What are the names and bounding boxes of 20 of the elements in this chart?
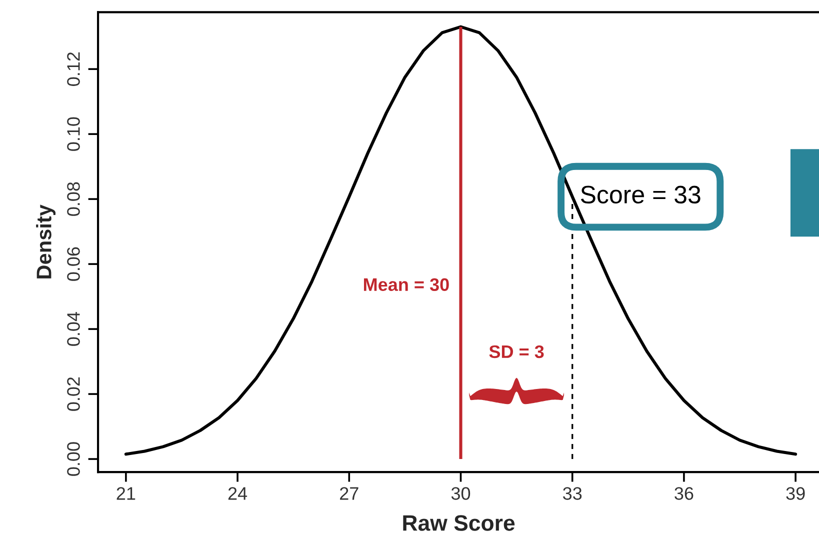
y-tick-label: 0.04 [67, 312, 80, 346]
x-tick-label: 27 [340, 487, 358, 500]
x-tick-label: 39 [786, 487, 805, 500]
y-tick-label: 0.10 [67, 117, 80, 151]
y-tick-label: 0.06 [67, 247, 80, 281]
y-tick-label: 0.08 [67, 182, 80, 216]
line-series [124, 25, 798, 456]
x-tick-label: 21 [116, 487, 136, 500]
y-tick-label: 0.00 [67, 442, 80, 476]
ref-line-label: Score = 33 [580, 186, 700, 204]
annotation: SD = 3 [489, 345, 544, 358]
x-axis-title: Raw Score [403, 515, 515, 531]
x-tick-label: 24 [228, 487, 248, 500]
ref-line-label: Mean = 30 [364, 278, 449, 292]
y-tick-label: 0.12 [67, 52, 80, 86]
x-tick-label: 33 [563, 487, 582, 500]
y-axis-title: Density [36, 204, 56, 278]
x-tick-label: 30 [451, 487, 470, 500]
y-tick-label: 0.02 [67, 377, 80, 411]
x-tick-label: 36 [674, 487, 694, 500]
